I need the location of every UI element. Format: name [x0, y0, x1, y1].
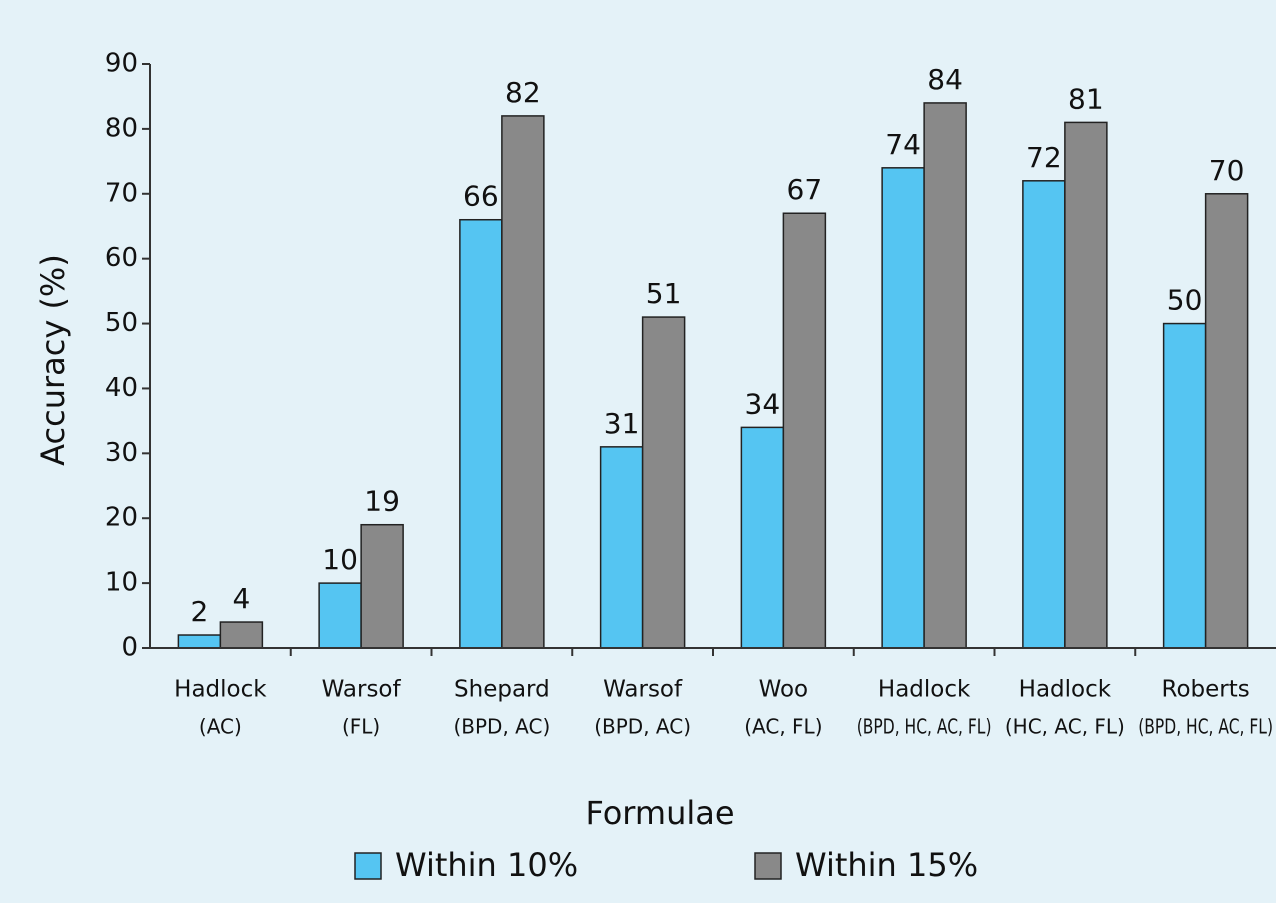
x-tick-label: (FL)	[342, 715, 380, 739]
bar	[360, 523, 404, 649]
x-tick-label: Warsof	[322, 677, 402, 703]
y-tick-label: 70	[105, 178, 138, 208]
bar	[782, 212, 827, 649]
data-label: 34	[745, 387, 781, 420]
bar	[1204, 193, 1249, 649]
data-label: 84	[927, 63, 963, 96]
y-tick-label: 50	[105, 308, 138, 338]
legend-swatch	[354, 852, 382, 880]
x-tick-label: (BPD, AC)	[594, 715, 691, 739]
legend-swatch	[754, 852, 782, 880]
y-tick-label: 40	[105, 373, 138, 403]
x-axis-label: Formulae	[585, 794, 734, 832]
data-label: 31	[604, 407, 640, 440]
bar	[501, 115, 545, 649]
x-tick-label: Shepard	[454, 677, 550, 703]
y-tick-label: 60	[105, 243, 138, 273]
bar	[1162, 322, 1207, 649]
bar	[641, 316, 686, 649]
data-label: 2	[190, 595, 208, 628]
bar	[1064, 121, 1108, 649]
data-label: 10	[322, 543, 358, 576]
x-tick-label: Roberts	[1162, 677, 1250, 703]
data-label: 50	[1167, 284, 1203, 317]
data-label: 81	[1068, 82, 1104, 115]
bar	[177, 634, 222, 649]
data-label: 4	[232, 582, 250, 615]
x-tick-label: (AC, FL)	[744, 715, 822, 739]
x-tick-label: Warsof	[603, 677, 683, 703]
bar	[923, 102, 967, 649]
x-tick-label: Hadlock	[1019, 677, 1112, 703]
data-label: 51	[646, 277, 682, 310]
data-label: 66	[463, 180, 499, 213]
legend-label: Within 15%	[795, 846, 978, 884]
bar	[219, 621, 264, 649]
x-tick-label: (HC, AC, FL)	[1005, 715, 1125, 739]
data-label: 74	[885, 128, 921, 161]
data-label: 70	[1209, 154, 1245, 187]
y-tick-label: 80	[105, 113, 138, 143]
data-label: 82	[505, 76, 541, 109]
y-tick-label: 10	[105, 568, 138, 598]
y-axis-label: Accuracy (%)	[34, 254, 72, 466]
x-tick-label: (AC)	[199, 715, 242, 739]
bar	[740, 426, 785, 649]
data-label: 19	[364, 485, 400, 518]
data-label: 67	[787, 173, 823, 206]
x-tick-label: Hadlock	[174, 677, 267, 703]
x-tick-label: (BPD, HC, AC, FL)	[1138, 715, 1273, 739]
x-tick-label: (BPD, HC, AC, FL)	[857, 715, 992, 739]
y-tick-label: 0	[121, 633, 138, 663]
y-tick-label: 30	[105, 438, 138, 468]
bar	[599, 446, 644, 649]
x-tick-label: Hadlock	[878, 677, 971, 703]
x-tick-label: Woo	[759, 677, 809, 703]
bar	[1022, 180, 1066, 649]
y-tick-label: 20	[105, 503, 138, 533]
data-label: 72	[1026, 141, 1062, 174]
x-tick-label: (BPD, AC)	[453, 715, 550, 739]
bar	[318, 582, 362, 649]
bar	[881, 167, 925, 649]
y-tick-label: 90	[105, 49, 138, 79]
legend-label: Within 10%	[395, 846, 578, 884]
bar	[459, 218, 503, 649]
